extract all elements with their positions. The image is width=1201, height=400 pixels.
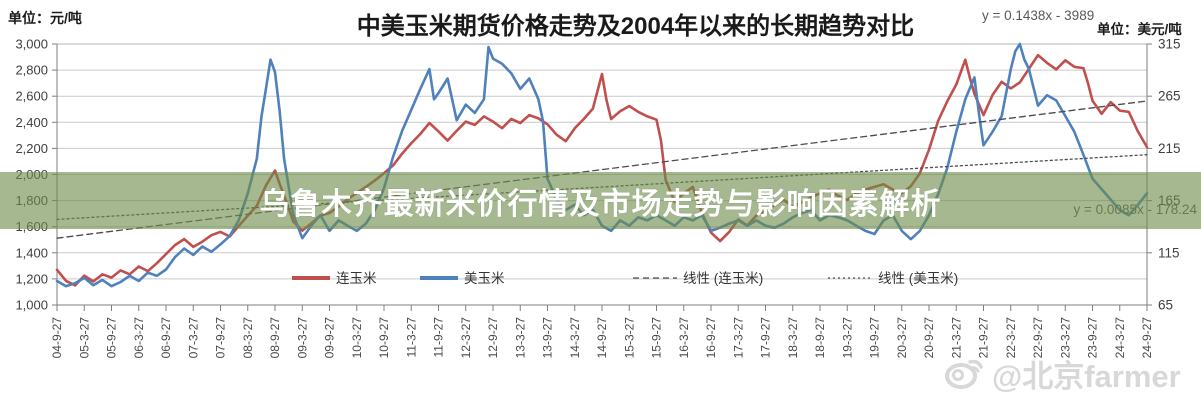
y-axis-right-tick-label: 115	[1158, 245, 1180, 260]
legend-label-1: 美玉米	[464, 271, 505, 286]
x-axis-tick-label: 04-9-27	[50, 317, 64, 359]
y-axis-left-tick-label: 1,200	[15, 271, 48, 286]
legend-label-2: 线性 (连玉米)	[683, 271, 763, 286]
x-axis-tick-label: 21-3-27	[949, 317, 963, 359]
trendline-equation-lian: y = 0.1438x - 3989	[982, 8, 1095, 23]
x-axis-tick-label: 08-3-27	[241, 317, 255, 359]
x-axis-tick-label: 17-9-27	[759, 317, 773, 359]
page-title: 中美玉米期货价格走势及2004年以来的长期趋势对比	[356, 13, 915, 40]
y-axis-left-tick-label: 2,800	[15, 63, 48, 78]
y-axis-right-tick-label: 65	[1158, 298, 1173, 313]
x-axis-tick-label: 22-9-27	[1031, 317, 1045, 359]
x-axis-tick-label: 19-9-27	[868, 317, 882, 359]
x-axis-tick-label: 05-9-27	[105, 317, 119, 359]
left-axis-unit-label: 单位：元/吨	[8, 10, 82, 26]
x-axis-tick-label: 22-3-27	[1004, 317, 1018, 359]
x-axis-tick-label: 23-9-27	[1086, 317, 1100, 359]
x-axis-tick-label: 15-3-27	[622, 317, 636, 359]
watermark: @北京farmer	[940, 350, 1181, 396]
legend-label-3: 线性 (美玉米)	[878, 271, 958, 286]
x-axis-tick-label: 09-9-27	[323, 317, 337, 359]
x-axis-tick-label: 20-3-27	[895, 317, 909, 359]
x-axis-tick-label: 11-9-27	[432, 317, 446, 358]
y-axis-left-tick-label: 2,400	[15, 115, 48, 130]
x-axis-tick-label: 09-3-27	[295, 317, 309, 359]
weibo-icon	[945, 359, 983, 389]
x-axis-tick-label: 18-3-27	[786, 317, 800, 359]
x-axis-tick-label: 07-3-27	[186, 317, 200, 359]
right-axis-unit-label: 单位：美元/吨	[1097, 22, 1182, 37]
x-axis-tick-label: 12-3-27	[459, 317, 473, 359]
x-axis-tick-label: 21-9-27	[977, 317, 991, 359]
y-axis-right-tick-label: 215	[1158, 141, 1181, 156]
x-axis-tick-label: 23-3-27	[1058, 317, 1072, 359]
y-axis-left-tick-label: 3,000	[15, 37, 48, 52]
overlay-banner-title: 乌鲁木齐最新米价行情及市场走势与影响因素解析	[259, 187, 942, 221]
y-axis-right-tick-label: 315	[1158, 37, 1181, 52]
y-axis-left-tick-label: 2,200	[15, 141, 48, 156]
x-axis-tick-label: 06-9-27	[159, 317, 173, 359]
x-axis-tick-label: 10-9-27	[377, 317, 391, 359]
y-axis-left-tick-label: 2,600	[15, 89, 48, 104]
x-axis-tick-label: 16-3-27	[677, 317, 691, 359]
x-axis-tick-label: 11-3-27	[404, 317, 418, 358]
x-axis-tick-label: 20-9-27	[922, 317, 936, 359]
x-axis-tick-label: 06-3-27	[132, 317, 146, 359]
x-axis-tick-label: 13-9-27	[541, 317, 555, 359]
y-axis-right-tick-label: 265	[1158, 89, 1181, 104]
watermark-text: @北京farmer	[992, 358, 1181, 394]
x-axis-tick-label: 24-3-27	[1113, 317, 1127, 359]
x-axis-tick-label: 15-9-27	[650, 317, 664, 359]
x-axis-tick-label: 07-9-27	[214, 317, 228, 359]
x-axis-tick-label: 14-3-27	[568, 317, 582, 359]
x-axis-tick-label: 16-9-27	[704, 317, 718, 359]
legend-label-0: 连玉米	[336, 271, 377, 286]
x-axis-tick-label: 10-3-27	[350, 317, 364, 359]
x-axis-tick-label: 17-3-27	[731, 317, 745, 359]
x-axis-tick-label: 12-9-27	[486, 317, 500, 359]
x-axis-tick-label: 24-9-27	[1140, 317, 1154, 359]
y-axis-left-tick-label: 1,000	[15, 298, 48, 313]
x-axis-tick-label: 08-9-27	[268, 317, 282, 359]
x-axis-tick-label: 18-9-27	[813, 317, 827, 359]
x-axis-tick-label: 13-3-27	[513, 317, 527, 359]
overlay-banner: 乌鲁木齐最新米价行情及市场走势与影响因素解析	[0, 172, 1201, 229]
y-axis-left-tick-label: 1,400	[15, 245, 48, 260]
x-axis-tick-label: 19-3-27	[840, 317, 854, 359]
x-axis-tick-label: 05-3-27	[77, 317, 91, 359]
x-axis-tick-label: 14-9-27	[595, 317, 609, 359]
series-line-0	[55, 53, 1149, 287]
